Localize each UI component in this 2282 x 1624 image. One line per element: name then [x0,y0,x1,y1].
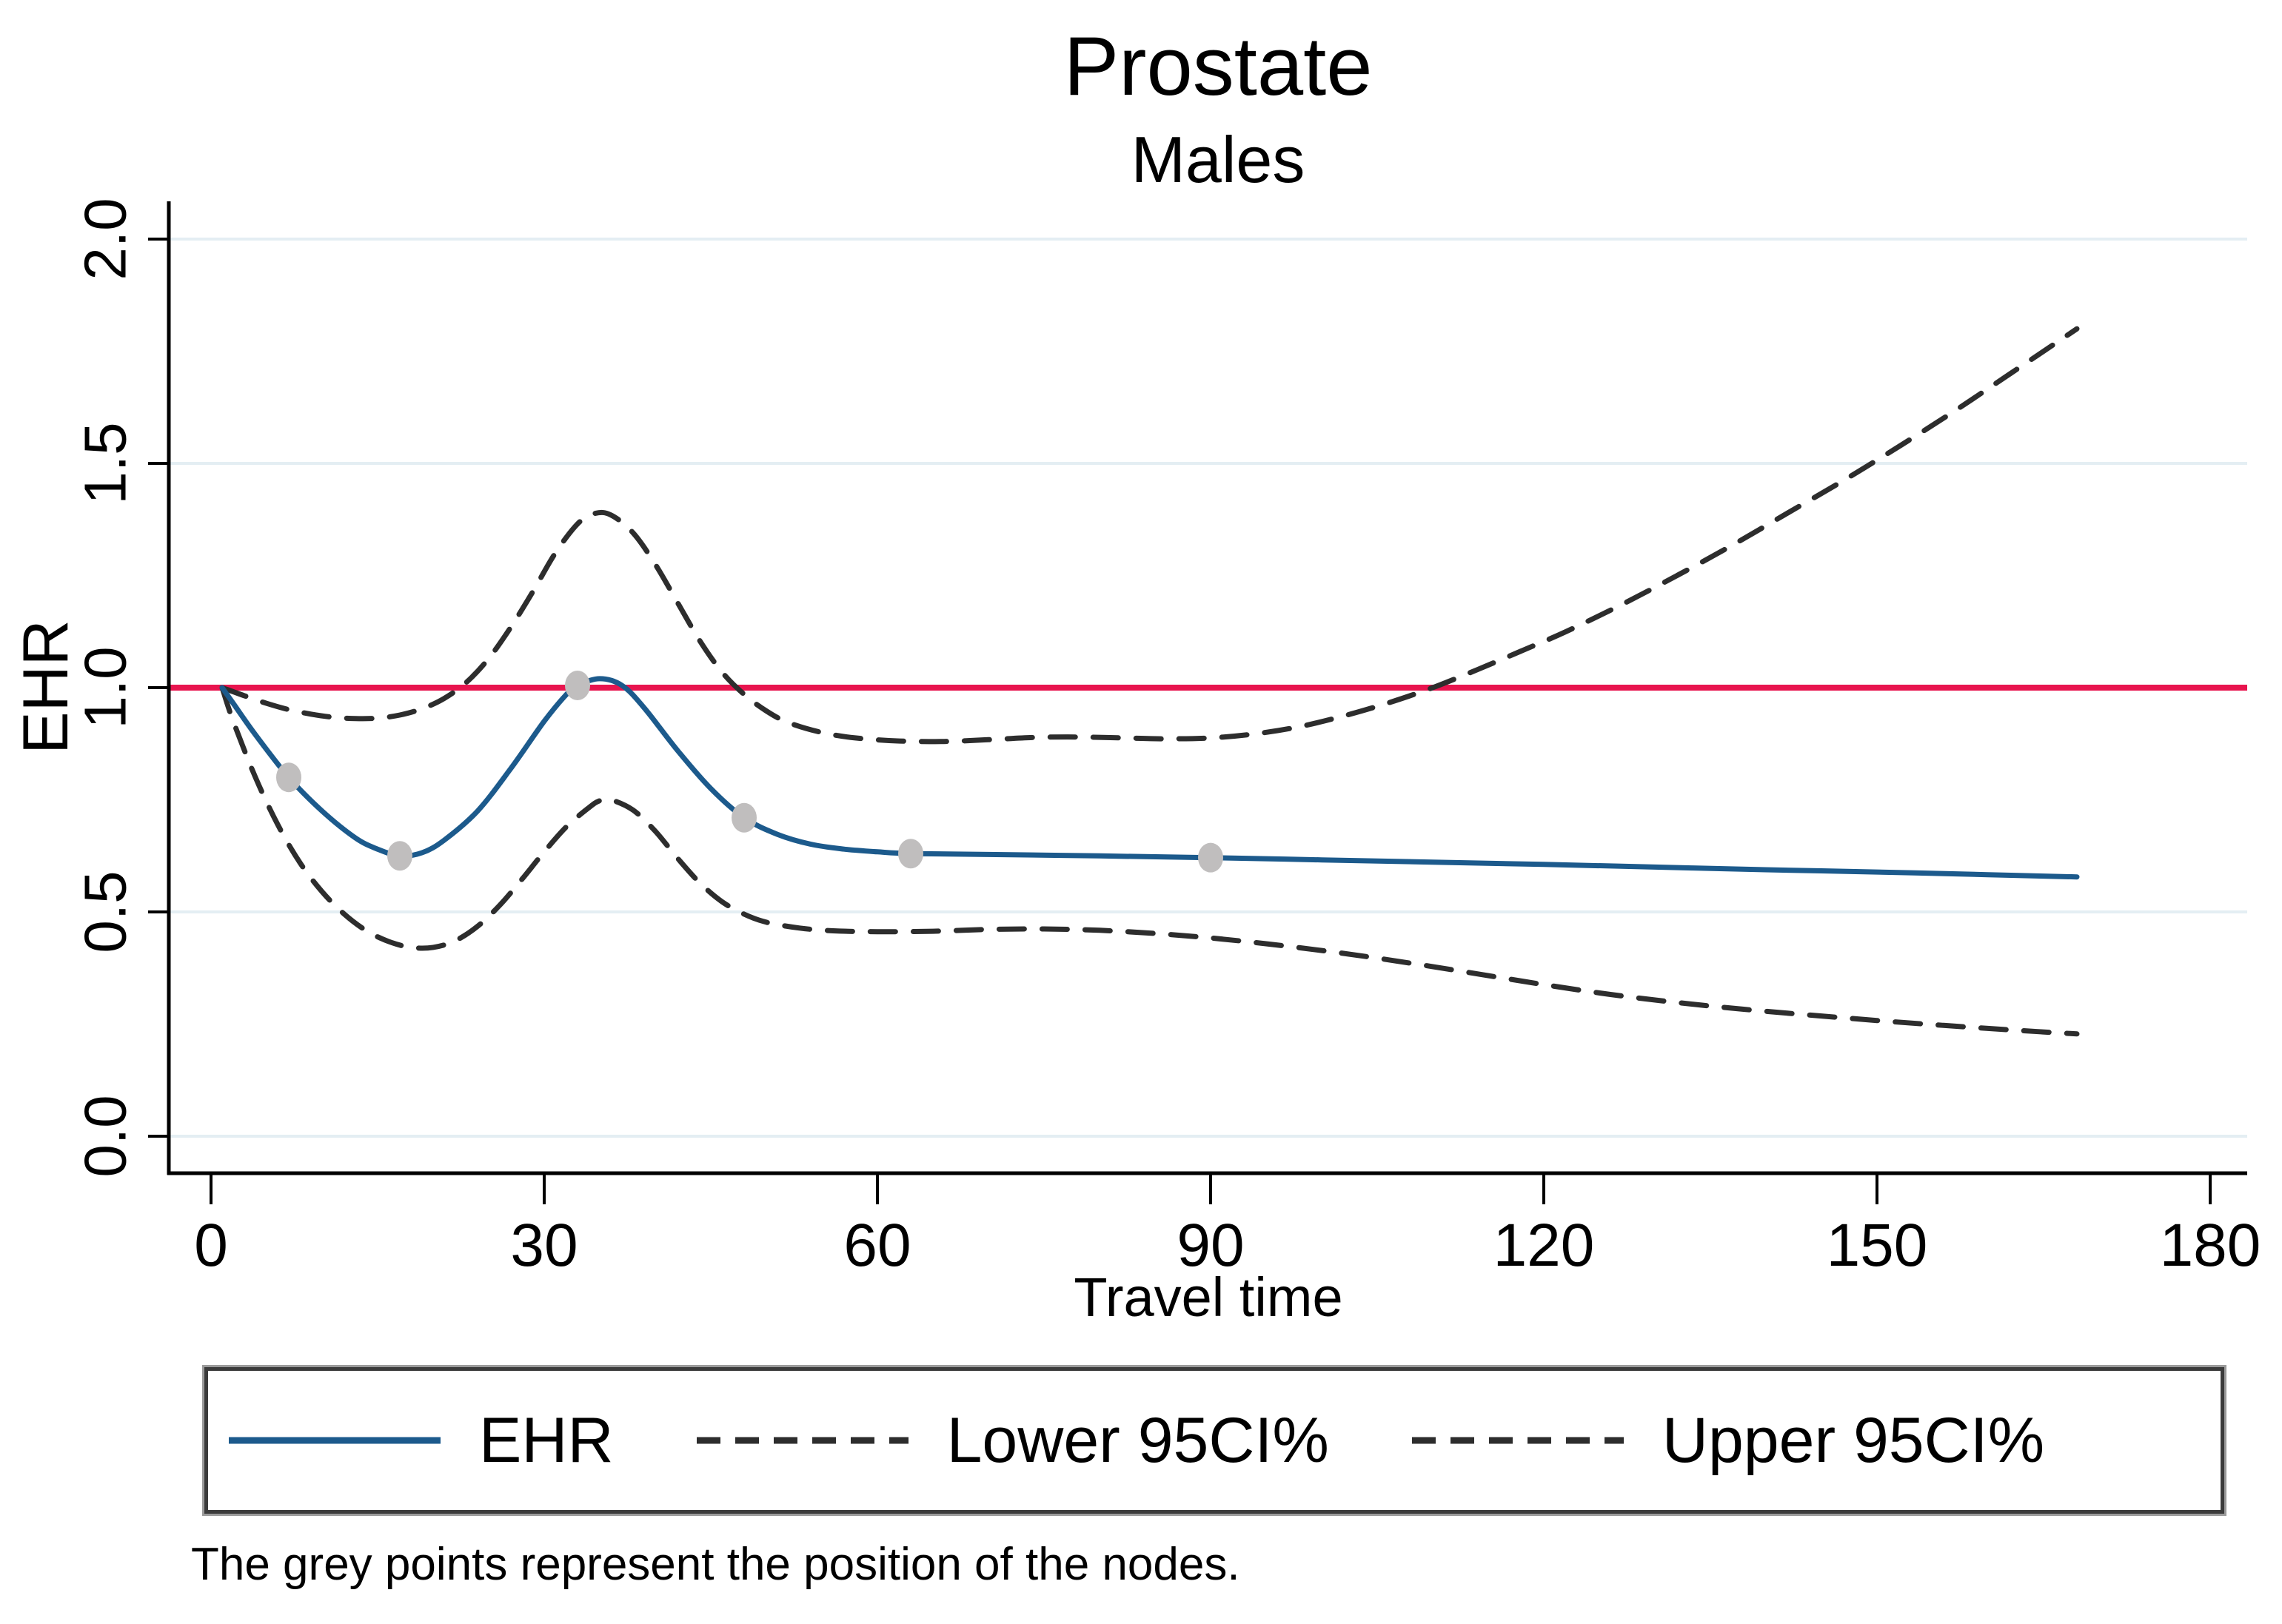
x-tick-label: 90 [1177,1212,1244,1279]
node-point [1198,842,1223,873]
series-line-ehr [219,676,2080,880]
y-tick-label: 1.0 [73,646,138,728]
y-tick-label: 1.5 [73,422,138,504]
node-point [732,802,757,833]
legend-label-upper-ci: Upper 95CI% [1662,1404,2045,1476]
x-tick-label: 60 [843,1212,911,1279]
node-point [387,841,412,871]
y-tick-label: 0.0 [73,1095,138,1177]
x-tick-label: 180 [2160,1212,2261,1279]
series-group [219,326,2080,1037]
legend-swatch-upper-ci-line [1411,1437,1624,1444]
chart-title: Prostate [1063,20,1372,113]
legend: EHR Lower 95CI% Upper 95CI% [202,1365,2226,1516]
legend-label-ehr: EHR [479,1404,614,1476]
legend-item-upper-ci: Upper 95CI% [1411,1404,2044,1477]
y-tick-label: 2.0 [73,198,138,280]
series-line-lower-95ci- [219,685,2080,1037]
series-line-upper-95ci- [219,326,2080,745]
x-tick-label: 0 [194,1212,228,1279]
y-axis-title: EHR [10,620,81,754]
node-points-group [276,670,1223,873]
legend-swatch-ehr-line [229,1437,441,1444]
axes-group: 0.0 0.5 1.0 1.5 2.0 0 30 60 90 120 150 180 [73,198,2261,1279]
legend-item-lower-ci: Lower 95CI% [695,1404,1329,1477]
y-tick-label: 0.5 [73,870,138,953]
x-tick-label: 150 [1827,1212,1928,1279]
node-point [898,839,923,869]
x-axis-title: Travel time [1074,1266,1342,1328]
x-tick-label: 120 [1493,1212,1595,1279]
legend-swatch-lower-ci-line [696,1437,909,1444]
legend-item-ehr: EHR [227,1404,614,1477]
legend-label-lower-ci: Lower 95CI% [946,1404,1329,1476]
chart-subtitle: Males [1131,123,1305,196]
chart-footnote: The grey points represent the position o… [191,1539,1240,1590]
node-point [565,670,590,700]
node-point [276,762,301,793]
x-tick-label: 30 [510,1212,578,1279]
